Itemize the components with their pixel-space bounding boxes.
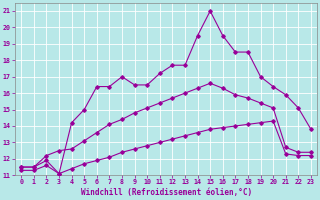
X-axis label: Windchill (Refroidissement éolien,°C): Windchill (Refroidissement éolien,°C) [81,188,252,197]
